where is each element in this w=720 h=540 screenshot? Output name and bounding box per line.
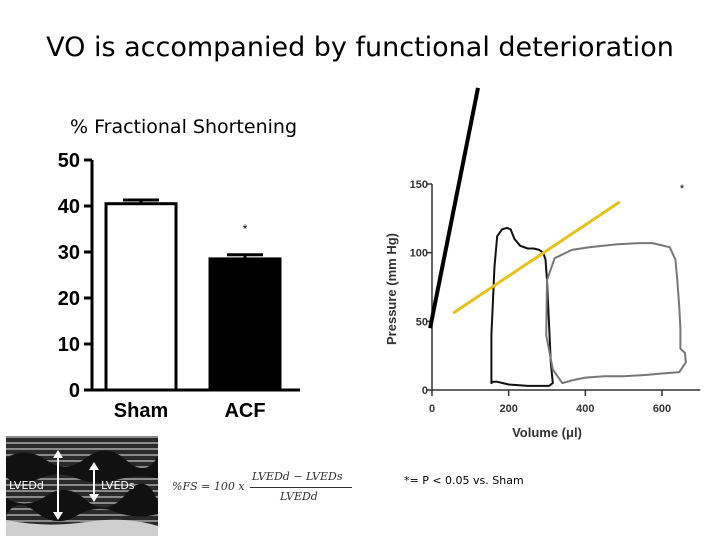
formula-lhs: %FS = 100 x	[172, 480, 245, 493]
pv-y-tick-label: 50	[416, 316, 428, 328]
bar-y-tick-label: 0	[69, 380, 80, 402]
pv-y-tick-label: 100	[410, 248, 428, 260]
bar-y-tick-label: 50	[58, 150, 80, 172]
lveds-label: LVEDs	[101, 479, 135, 492]
bar-sham	[104, 202, 178, 392]
pv-x-tick-label: 600	[653, 403, 671, 415]
espvr-line	[428, 87, 480, 329]
slide-title: VO is accompanied by functional deterior…	[46, 32, 674, 63]
echo-texture	[6, 436, 158, 536]
acf-pv-loop	[545, 242, 687, 385]
pv-x-tick-label: 0	[429, 403, 435, 415]
bar-category-label: Sham	[114, 400, 168, 422]
bar-category-label: ACF	[224, 400, 265, 422]
pv-y-tick-label: 150	[410, 179, 428, 191]
lvedd-label: LVEDd	[9, 479, 44, 492]
significance-star: *	[243, 222, 248, 236]
edpvr-line	[452, 200, 621, 315]
pv-x-axis-label: Volume (μl)	[512, 425, 582, 440]
pv-x-tick-label: 400	[576, 403, 594, 415]
bar-y-tick-label: 40	[58, 196, 80, 218]
pv-y-axis-label: Pressure (mm Hg)	[384, 233, 399, 345]
pv-significance-star: *	[680, 183, 685, 195]
sham-pv-loop	[490, 226, 554, 387]
m-mode-echo-image: LVEDd LVEDs	[6, 436, 158, 536]
bar-acf	[208, 257, 282, 392]
pv-x-tick-label: 200	[499, 403, 517, 415]
bar-y-tick-label: 10	[58, 334, 80, 356]
formula-fraction-bar	[250, 487, 352, 488]
formula-denominator: LVEDd	[280, 490, 318, 503]
formula-numerator: LVEDd − LVEDs	[252, 470, 343, 483]
bar-y-tick-label: 20	[58, 288, 80, 310]
significance-footnote: *= P < 0.05 vs. Sham	[404, 474, 524, 487]
bar-chart-title: % Fractional Shortening	[70, 116, 297, 138]
bar-y-tick-label: 30	[58, 242, 80, 264]
pv-y-tick-label: 0	[422, 385, 428, 397]
